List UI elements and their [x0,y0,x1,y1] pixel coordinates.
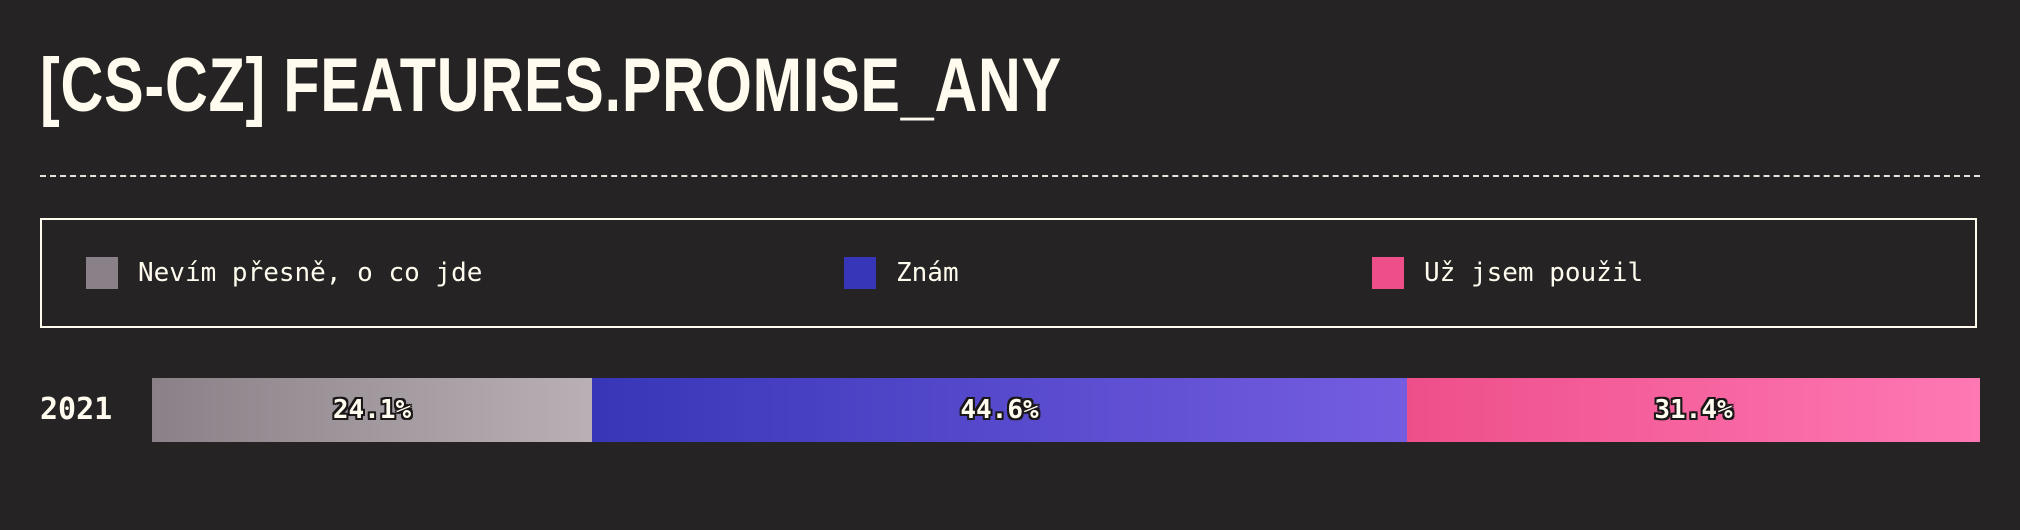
legend-label-used: Už jsem použil [1424,258,1644,288]
bar-segment-used[interactable]: 31.4% [1407,378,1980,442]
legend-item-used[interactable]: Už jsem použil [1372,220,1643,326]
legend-swatch-known [844,257,876,289]
data-label-used: 31.4% [1654,395,1733,425]
legend-label-known: Znám [896,258,959,288]
row-label-2021: 2021 [40,392,113,427]
legend-label-unsure: Nevím přesně, o co jde [138,258,483,288]
chart-title: [CS-CZ] FEATURES.PROMISE_ANY [40,43,1062,128]
data-label-known: 44.6% [960,395,1039,425]
legend-swatch-unsure [86,257,118,289]
data-label-unsure: 24.1% [332,395,412,425]
legend: Nevím přesně, o co jde Znám Už jsem použ… [40,218,1977,328]
bar-segment-known[interactable]: 44.6% [592,378,1407,442]
title-divider [40,175,1980,177]
legend-item-known[interactable]: Znám [844,220,959,326]
bar-segment-unsure[interactable]: 24.1% [152,378,592,442]
stacked-bar-2021: 24.1% 44.6% 31.4% [152,378,1980,442]
legend-item-unsure[interactable]: Nevím přesně, o co jde [86,220,482,326]
legend-swatch-used [1372,257,1404,289]
